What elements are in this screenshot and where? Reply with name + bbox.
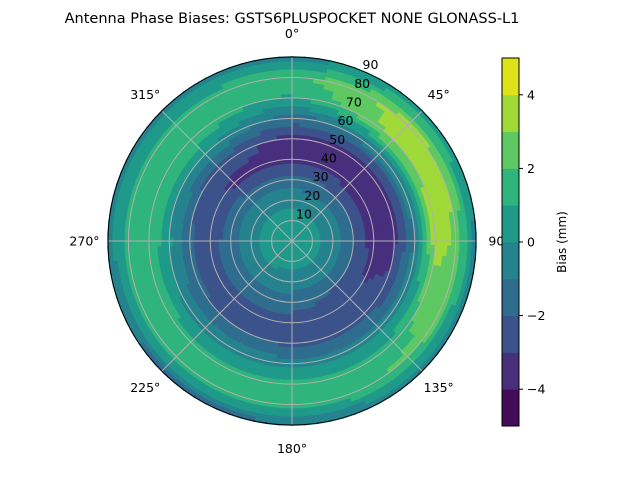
colorbar-segment <box>502 205 519 242</box>
polar-grid <box>108 57 476 425</box>
colorbar-segment <box>502 95 519 132</box>
azimuth-tick-label: 0° <box>285 26 299 41</box>
colorbar-segment <box>502 132 519 169</box>
colorbar-segment <box>502 352 519 389</box>
zenith-tick-label: 90 <box>363 57 379 72</box>
zenith-tick-label: 30 <box>313 169 329 184</box>
zenith-tick-label: 10 <box>296 207 312 222</box>
zenith-tick-label: 80 <box>354 76 370 91</box>
colorbar-segment <box>502 168 519 205</box>
chart-title: Antenna Phase Biases: GSTS6PLUSPOCKET NO… <box>65 11 520 27</box>
azimuth-tick-label: 180° <box>277 441 307 456</box>
azimuth-tick-label: 225° <box>130 380 160 395</box>
colorbar-tick-label: 0 <box>527 235 535 250</box>
zenith-tick-label: 70 <box>346 95 362 110</box>
colorbar-tick-label: −4 <box>527 382 545 397</box>
colorbar-segment <box>502 242 519 279</box>
zenith-tick-label: 50 <box>329 132 345 147</box>
colorbar-segment <box>502 389 519 426</box>
azimuth-tick-label: 270° <box>69 234 99 249</box>
zenith-tick-label: 20 <box>304 188 320 203</box>
azimuth-tick-label: 315° <box>130 87 160 102</box>
colorbar: 4 2 0 −2 −4 <box>502 58 545 427</box>
colorbar-segment <box>502 316 519 353</box>
azimuth-tick-label: 45° <box>428 87 450 102</box>
colorbar-segment <box>502 58 519 95</box>
zenith-tick-label: 60 <box>338 113 354 128</box>
colorbar-tick-label: 4 <box>527 87 535 102</box>
colorbar-label: Bias (mm) <box>555 211 569 273</box>
colorbar-tick-label: −2 <box>527 308 545 323</box>
colorbar-segment <box>502 279 519 316</box>
colorbar-tick-label: 2 <box>527 161 535 176</box>
zenith-tick-label: 40 <box>321 151 337 166</box>
azimuth-tick-label: 135° <box>424 380 454 395</box>
